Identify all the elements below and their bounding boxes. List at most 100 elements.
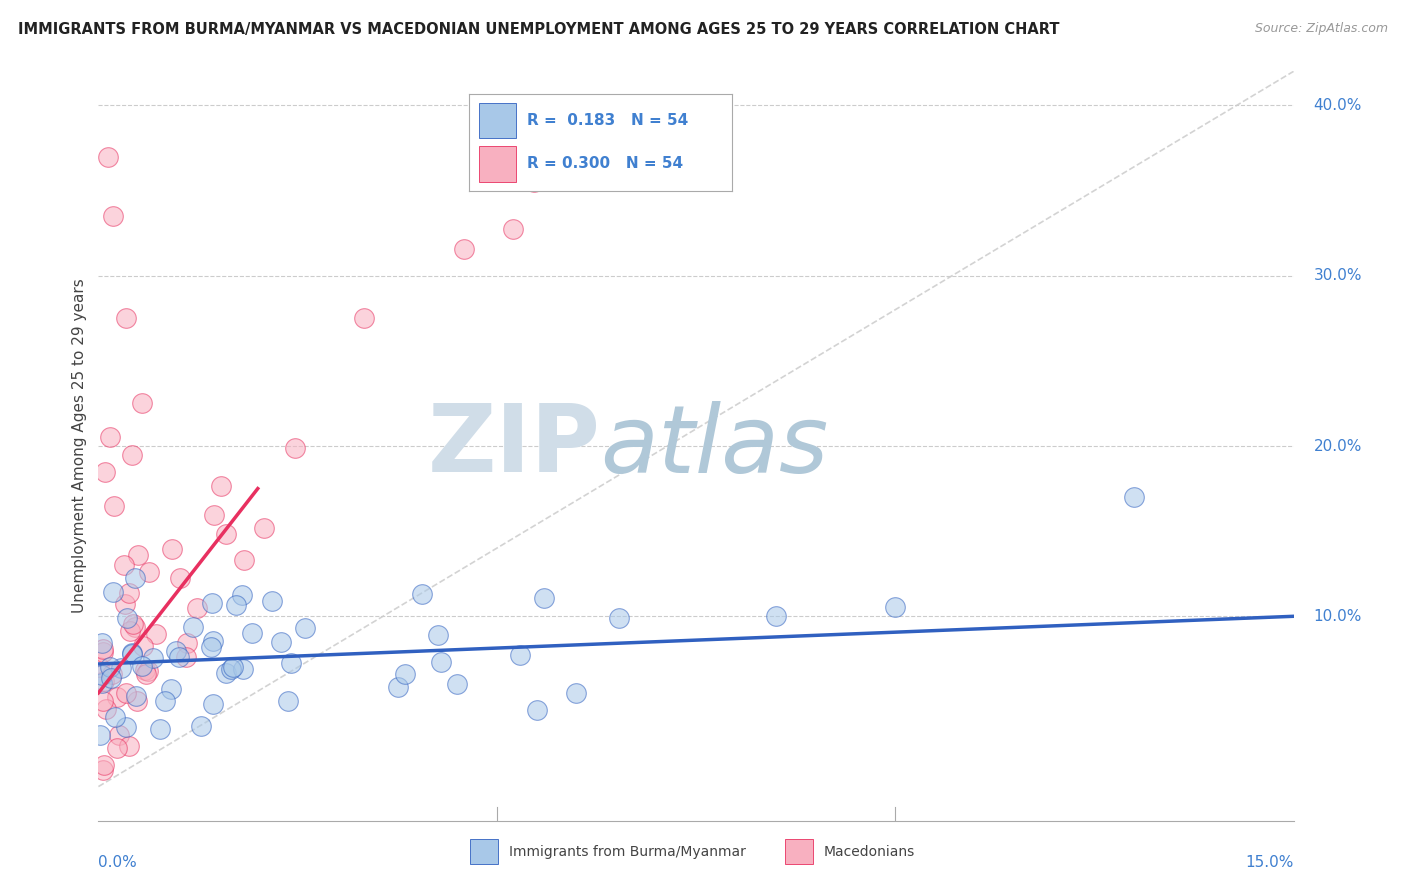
Point — [209, 479, 232, 493]
Point — [118, 739, 141, 753]
Point — [221, 662, 243, 676]
Point — [427, 628, 450, 642]
Point — [202, 697, 225, 711]
Point — [124, 620, 146, 634]
Point — [200, 640, 222, 654]
Point — [91, 645, 114, 659]
Point — [353, 311, 375, 326]
Point — [101, 209, 124, 223]
Point — [103, 584, 125, 599]
Point — [132, 639, 155, 653]
Point — [115, 611, 138, 625]
Text: IMMIGRANTS FROM BURMA/MYANMAR VS MACEDONIAN UNEMPLOYMENT AMONG AGES 25 TO 29 YEA: IMMIGRANTS FROM BURMA/MYANMAR VS MACEDON… — [18, 22, 1060, 37]
Point — [149, 722, 172, 736]
Point — [160, 541, 183, 556]
Point — [91, 763, 114, 777]
Point — [114, 597, 136, 611]
Point — [145, 626, 167, 640]
Point — [222, 659, 245, 673]
Point — [215, 665, 238, 680]
Point — [202, 508, 225, 522]
Point — [186, 600, 208, 615]
Point — [105, 690, 128, 704]
Text: 15.0%: 15.0% — [1246, 855, 1294, 870]
Point — [100, 671, 122, 685]
Point — [115, 720, 138, 734]
Text: 40.0%: 40.0% — [1313, 98, 1362, 113]
Point — [471, 164, 494, 178]
Point — [523, 175, 546, 189]
Point — [97, 149, 120, 163]
Point — [294, 621, 316, 635]
Bar — [785, 839, 813, 864]
Point — [115, 311, 138, 326]
Point — [91, 676, 114, 690]
Point — [125, 694, 148, 708]
Point — [117, 585, 139, 599]
Point — [91, 635, 114, 649]
Point — [94, 465, 117, 479]
Point — [190, 719, 212, 733]
Point — [131, 659, 153, 673]
Point — [280, 657, 302, 671]
Point — [201, 596, 224, 610]
Text: atlas: atlas — [600, 401, 828, 491]
Point — [125, 689, 148, 703]
Point — [270, 635, 292, 649]
Point — [91, 694, 114, 708]
Point — [110, 661, 132, 675]
Point — [91, 641, 114, 656]
Point — [253, 521, 276, 535]
Point — [240, 626, 263, 640]
Point — [884, 599, 907, 614]
Point — [411, 587, 433, 601]
Point — [127, 548, 149, 562]
Point — [225, 598, 247, 612]
Point — [121, 647, 143, 661]
Point — [169, 571, 191, 585]
Point — [765, 609, 787, 624]
Point — [233, 553, 256, 567]
Point — [135, 666, 157, 681]
Point — [526, 703, 548, 717]
Point — [121, 448, 143, 462]
Point — [167, 649, 190, 664]
Bar — [470, 839, 498, 864]
Point — [108, 728, 131, 742]
Text: 0.0%: 0.0% — [98, 855, 138, 870]
Point — [453, 242, 475, 256]
Point — [98, 430, 122, 444]
Point — [153, 693, 176, 707]
Text: 20.0%: 20.0% — [1313, 439, 1362, 453]
Point — [121, 646, 143, 660]
Point — [260, 594, 283, 608]
Point — [134, 663, 156, 677]
Point — [165, 644, 187, 658]
Point — [101, 667, 124, 681]
Point — [104, 710, 127, 724]
Y-axis label: Unemployment Among Ages 25 to 29 years: Unemployment Among Ages 25 to 29 years — [72, 278, 87, 614]
Point — [138, 664, 160, 678]
Text: Immigrants from Burma/Myanmar: Immigrants from Burma/Myanmar — [509, 845, 745, 859]
Point — [176, 636, 198, 650]
Point — [215, 527, 238, 541]
Text: Source: ZipAtlas.com: Source: ZipAtlas.com — [1254, 22, 1388, 36]
Point — [103, 499, 125, 513]
Text: 10.0%: 10.0% — [1313, 609, 1362, 624]
Point — [115, 686, 138, 700]
Point — [387, 680, 409, 694]
Point — [89, 659, 111, 673]
Point — [94, 702, 117, 716]
Point — [394, 666, 416, 681]
Point — [565, 686, 588, 700]
Point — [174, 650, 197, 665]
Point — [231, 588, 253, 602]
Point — [429, 655, 451, 669]
Point — [502, 221, 524, 235]
Point — [506, 99, 529, 113]
Point — [93, 757, 115, 772]
Text: Macedonians: Macedonians — [824, 845, 915, 859]
Point — [89, 728, 111, 742]
Point — [284, 441, 307, 455]
Point — [120, 624, 142, 639]
